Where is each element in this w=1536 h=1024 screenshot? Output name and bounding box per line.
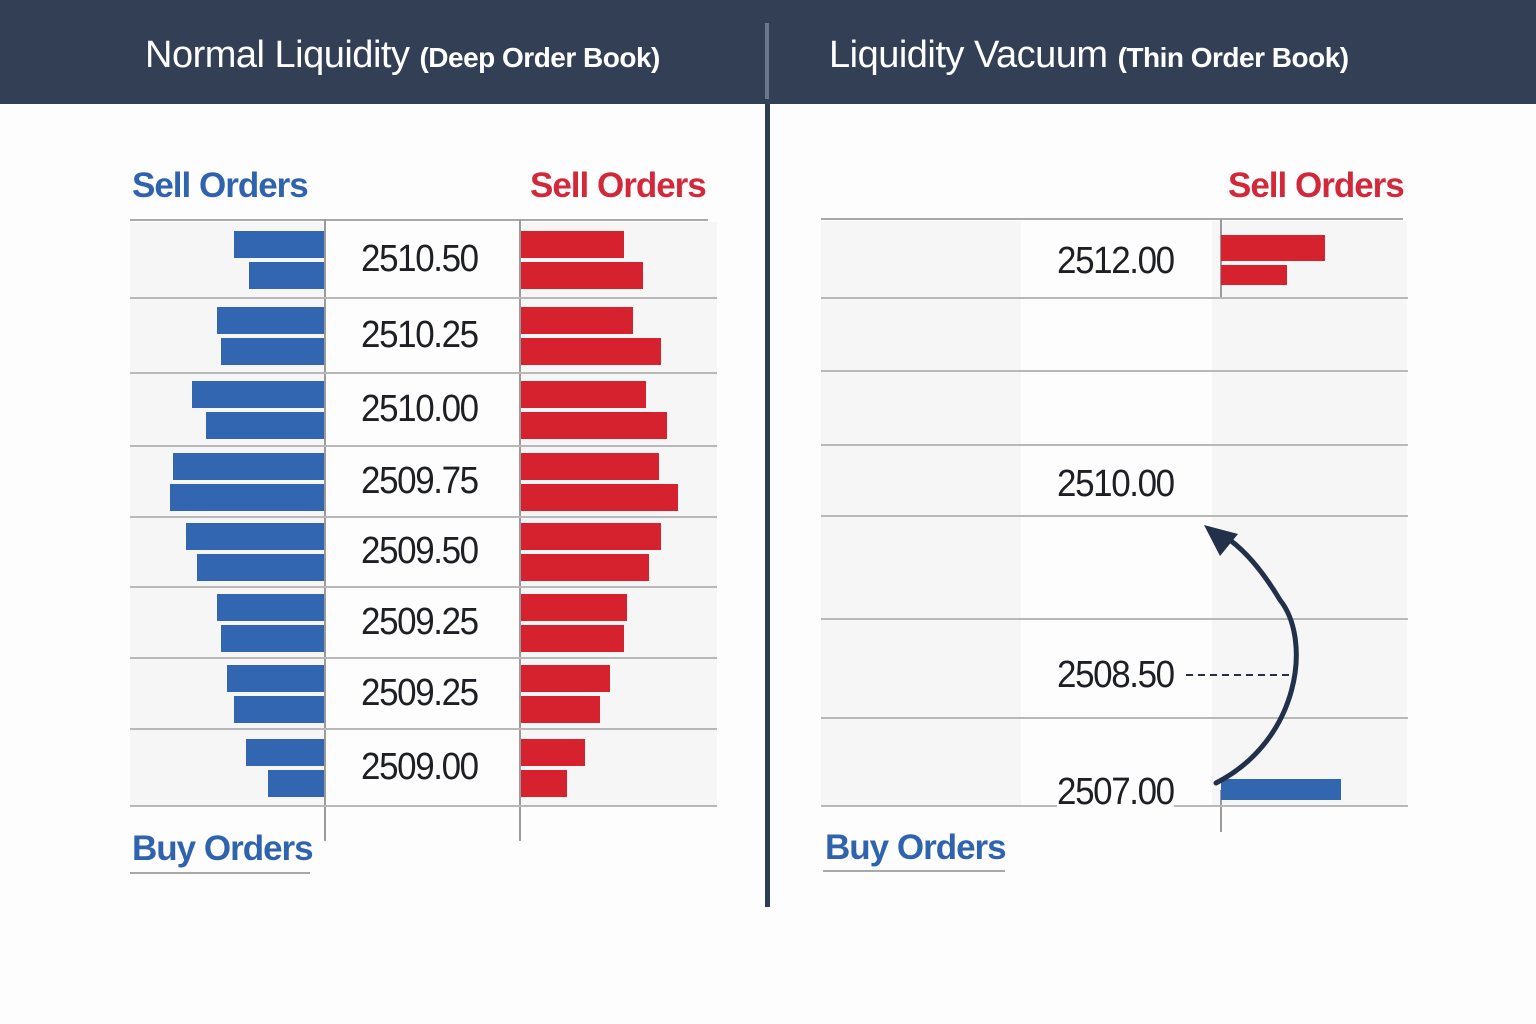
sell-orders-label-red: Sell Orders (530, 166, 707, 205)
row-divider (130, 516, 717, 518)
price-level: 2510.00 (361, 387, 479, 430)
row-divider (130, 297, 717, 299)
row-divider (130, 805, 717, 807)
row-divider (821, 618, 1408, 620)
sell-depth-bar (521, 554, 649, 581)
sell-depth-bar (521, 739, 585, 766)
panel-divider (765, 104, 770, 907)
buy-depth-bar (170, 484, 324, 511)
buy-depth-bar (234, 231, 324, 258)
sell-depth-bar (1221, 235, 1325, 261)
right-top-rule (821, 218, 1403, 220)
buy-depth-bar (186, 523, 324, 550)
sell-orders-label-red-right: Sell Orders (1228, 166, 1405, 205)
sell-depth-bar (521, 696, 600, 723)
sell-depth-bar (521, 523, 661, 550)
price-level: 2509.50 (361, 530, 479, 572)
left-panel-title: Normal Liquidity (Deep Order Book) (145, 34, 660, 77)
buy-depth-bar (217, 307, 324, 334)
left-column-divider-1 (324, 219, 326, 841)
price-level: 2509.25 (361, 600, 479, 643)
sell-depth-bar (521, 307, 633, 334)
right-left-column-bg (821, 221, 1021, 806)
sell-depth-bar (521, 338, 661, 365)
buy-depth-bar (173, 453, 324, 480)
buy-orders-underline-right (823, 870, 1005, 872)
buy-orders-label-right: Buy Orders (825, 828, 1007, 867)
row-divider (130, 372, 717, 374)
price-level: 2512.00 (1057, 240, 1175, 282)
buy-orders-label: Buy Orders (132, 829, 314, 868)
price-level: 2510.25 (361, 313, 479, 356)
price-level: 2507.00 (1057, 771, 1175, 814)
row-divider (821, 297, 1408, 299)
price-level: 2508.50 (1057, 654, 1175, 696)
price-level: 2509.25 (361, 671, 479, 714)
row-divider (821, 717, 1408, 719)
left-top-rule (130, 219, 708, 221)
buy-depth-bar (221, 625, 324, 652)
sell-depth-bar (521, 412, 667, 439)
buy-depth-bar (192, 381, 324, 408)
sell-depth-bar (521, 484, 678, 511)
buy-depth-bar (1221, 779, 1341, 800)
sell-depth-bar (521, 262, 643, 289)
price-level: 2509.75 (361, 459, 479, 502)
sell-depth-bar (521, 625, 624, 652)
sell-depth-bar (521, 231, 624, 258)
left-column-divider-2 (519, 219, 521, 841)
right-column-divider-bottom (1220, 790, 1222, 832)
sell-depth-bar (521, 594, 627, 621)
buy-depth-bar (221, 338, 324, 365)
row-divider (821, 444, 1408, 446)
sell-depth-bar (521, 665, 610, 692)
sell-orders-label-blue: Sell Orders (132, 166, 309, 205)
right-title-text: Liquidity Vacuum (829, 34, 1108, 76)
buy-depth-bar (268, 770, 324, 797)
sell-depth-bar (521, 770, 567, 797)
sell-depth-bar (521, 453, 659, 480)
row-divider (130, 586, 717, 588)
price-level: 2510.00 (1057, 463, 1175, 505)
sell-depth-bar (1221, 265, 1287, 285)
buy-depth-bar (217, 594, 324, 621)
buy-depth-bar (197, 554, 324, 581)
buy-depth-bar (206, 412, 324, 439)
row-divider (130, 445, 717, 447)
right-panel-title: Liquidity Vacuum (Thin Order Book) (829, 34, 1349, 77)
sell-depth-bar (521, 381, 646, 408)
left-title-text: Normal Liquidity (145, 34, 410, 76)
row-divider (821, 515, 1408, 517)
buy-depth-bar (249, 262, 324, 289)
right-right-column-bg (1212, 221, 1407, 806)
left-subtitle-text: (Deep Order Book) (419, 42, 660, 73)
buy-orders-underline (130, 872, 310, 874)
header-divider (765, 23, 769, 99)
price-level: 2509.00 (361, 745, 479, 788)
price-level: 2510.50 (361, 238, 479, 280)
row-divider (130, 657, 717, 659)
right-subtitle-text: (Thin Order Book) (1117, 42, 1350, 73)
row-divider (821, 370, 1408, 372)
row-divider (130, 728, 717, 730)
buy-depth-bar (246, 739, 324, 766)
buy-depth-bar (234, 696, 324, 723)
buy-depth-bar (227, 665, 324, 692)
